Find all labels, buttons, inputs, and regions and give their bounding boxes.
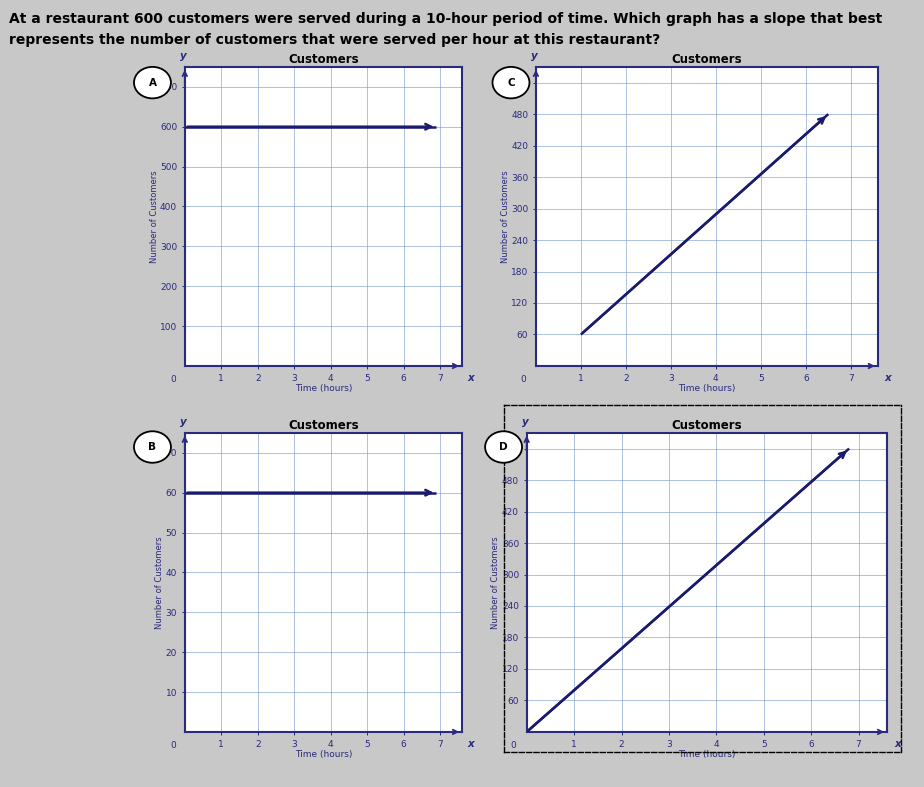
Text: At a restaurant 600 customers were served during a 10-hour period of time. Which: At a restaurant 600 customers were serve… [9, 12, 882, 26]
Text: y: y [530, 51, 538, 61]
Text: x: x [468, 739, 474, 749]
Text: y: y [521, 417, 529, 427]
Text: y: y [180, 51, 187, 61]
Text: A: A [149, 78, 156, 87]
Text: D: D [499, 442, 508, 452]
Text: 0: 0 [171, 741, 176, 750]
Text: C: C [507, 78, 515, 87]
Title: Customers: Customers [672, 53, 742, 66]
Title: Customers: Customers [672, 419, 742, 432]
Y-axis label: Number of Customers: Number of Customers [501, 170, 510, 263]
Y-axis label: Number of Customers: Number of Customers [155, 536, 164, 629]
Text: x: x [894, 739, 901, 749]
Text: y: y [180, 417, 187, 427]
X-axis label: Time (hours): Time (hours) [678, 750, 736, 759]
Title: Customers: Customers [288, 53, 359, 66]
Text: 0: 0 [171, 375, 176, 384]
Text: B: B [149, 442, 156, 452]
Text: x: x [884, 373, 892, 383]
Title: Customers: Customers [288, 419, 359, 432]
X-axis label: Time (hours): Time (hours) [678, 384, 736, 393]
Text: represents the number of customers that were served per hour at this restaurant?: represents the number of customers that … [9, 33, 661, 47]
Text: x: x [468, 373, 474, 383]
Text: 0: 0 [520, 375, 526, 384]
Y-axis label: Number of Customers: Number of Customers [150, 170, 159, 263]
Text: 0: 0 [510, 741, 516, 750]
X-axis label: Time (hours): Time (hours) [295, 750, 352, 759]
Y-axis label: Number of Customers: Number of Customers [492, 536, 501, 629]
X-axis label: Time (hours): Time (hours) [295, 384, 352, 393]
